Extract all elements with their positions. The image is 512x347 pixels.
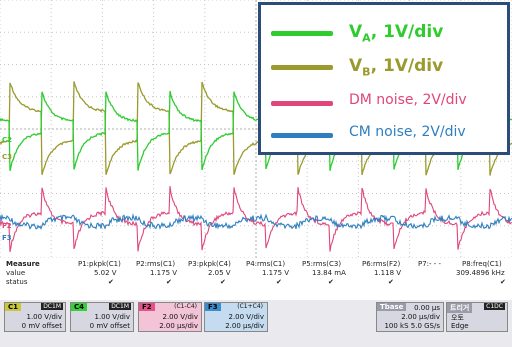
channel-math-f2: (C1-C4): [174, 303, 197, 310]
trigger-type: Edge: [451, 322, 469, 330]
measure-value-p1: 5.02 V: [94, 269, 117, 277]
measure-status-p6: ✔: [388, 278, 394, 286]
channel-coupling-c4: DC1M: [109, 303, 131, 310]
channel-marker-c2: C2: [2, 136, 13, 144]
channel-label-f2: F2: [139, 303, 155, 311]
measure-value-p6: 1.118 V: [374, 269, 402, 277]
channel-timebase-f2: 2.00 µs/div: [159, 322, 198, 330]
legend-label-vb: VB, 1V/div: [349, 56, 444, 79]
value-row-label: value: [6, 269, 26, 277]
legend-line-cm-noise: [271, 133, 333, 138]
channel-marker-f3: F3: [2, 234, 12, 242]
measure-header-p4[interactable]: P4:rms(C1): [246, 260, 286, 268]
measure-status-p5: ✔: [328, 278, 334, 286]
legend-item-va: VA, 1V/div: [271, 19, 507, 49]
measure-header-p7[interactable]: P7:- - -: [418, 260, 442, 268]
measure-status-p3: ✔: [220, 278, 226, 286]
legend-label-dm-noise: DM noise, 2V/div: [349, 92, 467, 108]
timebase-label: Tbase: [377, 303, 407, 311]
measure-value-p4: 1.175 V: [262, 269, 290, 277]
measure-value-p8: 309.4896 kHz: [456, 269, 505, 277]
channel-marker-f2: F2: [2, 222, 12, 230]
channel-coupling-c1: DC1M: [41, 303, 63, 310]
channel-scale-c1: 1.00 V/div: [26, 313, 63, 321]
measure-header-p3[interactable]: P3:pkpk(C4): [188, 260, 231, 268]
channel-box-f2[interactable]: F2 (C1-C4) 2.00 V/div 2.00 µs/div: [138, 302, 202, 332]
channel-label-c1: C1: [5, 303, 22, 311]
measure-header-p8[interactable]: P8:freq(C1): [462, 260, 502, 268]
channel-scale-f3: 2.00 V/div: [228, 313, 265, 321]
channel-label-c4: C4: [71, 303, 88, 311]
channel-box-c4[interactable]: C4 DC1M 1.00 V/div 0 mV offset: [70, 302, 134, 332]
timebase-scale: 2.00 µs/div: [401, 313, 440, 321]
trigger-mode: 오토: [451, 314, 464, 322]
legend-item-cm-noise: CM noise, 2V/div: [271, 121, 507, 151]
channel-timebase-f3: 2.00 µs/div: [225, 322, 264, 330]
measure-status-p2: ✔: [166, 278, 172, 286]
channel-box-c1[interactable]: C1 DC1M 1.00 V/div 0 mV offset: [4, 302, 66, 332]
legend-item-dm-noise: DM noise, 2V/div: [271, 89, 507, 119]
channel-box-f3[interactable]: F3 (C1+C4) 2.00 V/div 2.00 µs/div: [204, 302, 268, 332]
measure-status-p8: ✔: [500, 278, 506, 286]
status-row-label: status: [6, 278, 28, 286]
trigger-box[interactable]: 트리거 C1DC 오토 Edge: [446, 302, 508, 332]
channel-label-f3: F3: [205, 303, 221, 311]
channel-offset-c1: 0 mV offset: [21, 322, 62, 330]
trace-legend: VA, 1V/div VB, 1V/div DM noise, 2V/div C…: [258, 2, 510, 155]
measure-value-p5: 13.84 mA: [312, 269, 346, 277]
channel-scale-f2: 2.00 V/div: [162, 313, 199, 321]
trace-dm-noise: [0, 186, 512, 253]
measure-header-p2[interactable]: P2:rms(C1): [136, 260, 176, 268]
measure-header-p5[interactable]: P5:rms(C3): [302, 260, 342, 268]
channel-descriptor-bar: C1 DC1M 1.00 V/div 0 mV offset C4 DC1M 1…: [0, 300, 512, 347]
measure-value-p2: 1.175 V: [150, 269, 178, 277]
measure-header-p6[interactable]: P6:rms(F2): [362, 260, 401, 268]
measure-value-p3: 2.05 V: [208, 269, 231, 277]
channel-offset-c4: 0 mV offset: [89, 322, 130, 330]
timebase-sample-rate: 100 kS 5.0 GS/s: [384, 322, 440, 330]
trace-cm-noise: [0, 213, 512, 231]
measure-table: Measure value status P1:pkpk(C1) 5.02 V …: [0, 259, 512, 299]
trigger-label: 트리거: [447, 303, 473, 313]
legend-line-dm-noise: [271, 101, 333, 106]
channel-scale-c4: 1.00 V/div: [94, 313, 131, 321]
channel-marker-c3: C3: [2, 153, 13, 161]
measure-row-label: Measure: [6, 260, 40, 268]
timebase-box[interactable]: Tbase 0.00 µs 2.00 µs/div 100 kS 5.0 GS/…: [376, 302, 444, 332]
legend-line-va: [271, 31, 333, 36]
measure-status-p1: ✔: [108, 278, 114, 286]
legend-label-va: VA, 1V/div: [349, 22, 444, 45]
timebase-delay: 0.00 µs: [414, 304, 440, 312]
trigger-source: C1DC: [484, 303, 505, 310]
measure-status-p4: ✔: [276, 278, 282, 286]
legend-line-vb: [271, 65, 333, 70]
measure-header-p1[interactable]: P1:pkpk(C1): [78, 260, 121, 268]
channel-math-f3: (C1+C4): [237, 303, 263, 310]
legend-item-vb: VB, 1V/div: [271, 53, 507, 83]
trace-vb: [0, 80, 512, 176]
legend-label-cm-noise: CM noise, 2V/div: [349, 124, 466, 140]
